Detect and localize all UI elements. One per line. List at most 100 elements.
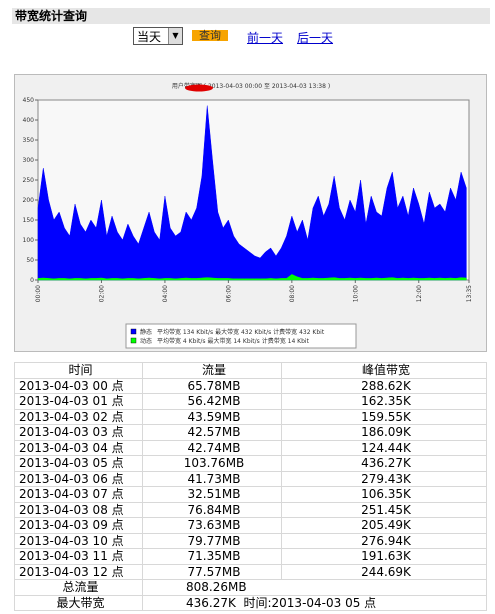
- cell: 251.45K: [281, 501, 487, 518]
- y-tick-label: 250: [23, 177, 35, 184]
- cell: 2013-04-03 06 点: [14, 470, 143, 487]
- cell: 159.55K: [281, 408, 487, 425]
- cell: 2013-04-03 03 点: [14, 424, 143, 441]
- x-tick-label: 02:00: [98, 285, 105, 302]
- cell: 最大带宽: [14, 594, 143, 611]
- cell: 峰值带宽: [281, 362, 487, 379]
- cell: 71.35MB: [142, 548, 282, 565]
- data-row: 2013-04-03 06 点 41.73MB 279.43K: [14, 470, 487, 487]
- cell: 79.77MB: [142, 532, 282, 549]
- legend-label: 动态: [140, 337, 152, 345]
- area: [37, 274, 467, 281]
- y-tick-label: 400: [23, 117, 35, 124]
- cell: 总流量: [14, 579, 143, 596]
- cell: 77.57MB: [142, 563, 282, 580]
- cell: 186.09K: [281, 424, 487, 441]
- next-day-link[interactable]: 后一天: [297, 31, 334, 45]
- chart: 用户带宽图 ( 2013-04-03 00:00 至 2013-04-03 13…: [23, 82, 473, 349]
- data-row: 2013-04-03 08 点 76.84MB 251.45K: [14, 501, 487, 518]
- cell: 2013-04-03 05 点: [14, 455, 143, 472]
- cell: 2013-04-03 00 点: [14, 377, 143, 394]
- data-row: 2013-04-03 02 点 43.59MB 159.55K: [14, 408, 487, 425]
- data-row: 2013-04-03 07 点 32.51MB 106.35K: [14, 486, 487, 503]
- cell: 288.62K: [281, 377, 487, 394]
- cell: 32.51MB: [142, 486, 282, 503]
- cell: 时间: [14, 362, 143, 379]
- cell: 76.84MB: [142, 501, 282, 518]
- y-tick-label: 150: [23, 217, 35, 224]
- cell: 106.35K: [281, 486, 487, 503]
- prev-day-link[interactable]: 前一天: [247, 31, 284, 45]
- y-tick-label: 50: [26, 257, 34, 264]
- cell: 808.26MB: [142, 579, 487, 596]
- cell: 2013-04-03 02 点: [14, 408, 143, 425]
- cell: 2013-04-03 01 点: [14, 393, 143, 410]
- data-row: 2013-04-03 09 点 73.63MB 205.49K: [14, 517, 487, 534]
- x-tick-label: 10:00: [352, 285, 359, 302]
- cell: 436.27K: [281, 455, 487, 472]
- x-tick-label: 13:35: [466, 285, 473, 302]
- legend-stats: 平均带宽 134 Kbit/s 最大带宽 432 Kbit/s 计费带宽 432…: [157, 328, 325, 336]
- data-row: 2013-04-03 12 点 77.57MB 244.69K: [14, 563, 487, 580]
- data-row: 2013-04-03 00 点 65.78MB 288.62K: [14, 377, 487, 394]
- cell: 2013-04-03 12 点: [14, 563, 143, 580]
- x-tick-label: 12:00: [416, 285, 423, 302]
- header-row: 时间 流量 峰值带宽: [14, 362, 487, 379]
- redaction: [185, 84, 213, 92]
- data-row: 2013-04-03 10 点 79.77MB 276.94K: [14, 532, 487, 549]
- x-tick-label: 08:00: [289, 285, 296, 302]
- legend-label: 静态: [140, 328, 152, 336]
- data-row: 2013-04-03 03 点 42.57MB 186.09K: [14, 424, 487, 441]
- cell: 103.76MB: [142, 455, 282, 472]
- area: [37, 105, 467, 281]
- cell: 56.42MB: [142, 393, 282, 410]
- cell: 2013-04-03 09 点: [14, 517, 143, 534]
- chart-panel: 用户带宽图 ( 2013-04-03 00:00 至 2013-04-03 13…: [14, 74, 487, 352]
- cell: 2013-04-03 10 点: [14, 532, 143, 549]
- legend-swatch: [130, 328, 137, 335]
- x-tick-label: 00:00: [35, 285, 42, 302]
- legend-box: [125, 323, 357, 349]
- range-select[interactable]: 当天 ▼: [133, 27, 183, 45]
- cell: 436.27K 时间:2013-04-03 05 点: [142, 594, 487, 611]
- select-text: 当天: [137, 30, 162, 44]
- legend-stats: 平均带宽 4 Kbit/s 最大带宽 14 Kbit/s 计费带宽 14 Kbi…: [157, 337, 310, 345]
- data-row: 2013-04-03 04 点 42.74MB 124.44K: [14, 439, 487, 456]
- cell: 41.73MB: [142, 470, 282, 487]
- cell: 43.59MB: [142, 408, 282, 425]
- data-row: 2013-04-03 05 点 103.76MB 436.27K: [14, 455, 487, 472]
- query-button[interactable]: 查询: [192, 30, 228, 41]
- cell: 205.49K: [281, 517, 487, 534]
- y-tick-label: 300: [23, 157, 35, 164]
- cell: 42.74MB: [142, 439, 282, 456]
- y-tick-label: 450: [23, 97, 35, 104]
- x-tick-label: 06:00: [225, 285, 232, 302]
- legend-swatch: [130, 337, 137, 344]
- x-tick-label: 04:00: [162, 285, 169, 302]
- header-title: 带宽统计查询: [12, 8, 490, 24]
- cell: 276.94K: [281, 532, 487, 549]
- cell: 124.44K: [281, 439, 487, 456]
- cell: 162.35K: [281, 393, 487, 410]
- cell: 2013-04-03 08 点: [14, 501, 143, 518]
- cell: 2013-04-03 07 点: [14, 486, 143, 503]
- cell: 191.63K: [281, 548, 487, 565]
- y-tick-label: 350: [23, 137, 35, 144]
- data-row: 2013-04-03 11 点 71.35MB 191.63K: [14, 548, 487, 565]
- cell: 65.78MB: [142, 377, 282, 394]
- cell: 73.63MB: [142, 517, 282, 534]
- summary-row: 总流量 808.26MB: [14, 579, 487, 596]
- y-tick-label: 200: [23, 197, 35, 204]
- select-arrow: ▼: [168, 28, 182, 44]
- cell: 2013-04-03 04 点: [14, 439, 143, 456]
- y-tick-label: 0: [30, 277, 34, 284]
- cell: 流量: [142, 362, 282, 379]
- cell: 244.69K: [281, 563, 487, 580]
- summary-row: 最大带宽 436.27K 时间:2013-04-03 05 点: [14, 594, 487, 611]
- cell: 42.57MB: [142, 424, 282, 441]
- data-row: 2013-04-03 01 点 56.42MB 162.35K: [14, 393, 487, 410]
- cell: 279.43K: [281, 470, 487, 487]
- cell: 2013-04-03 11 点: [14, 548, 143, 565]
- y-tick-label: 100: [23, 237, 35, 244]
